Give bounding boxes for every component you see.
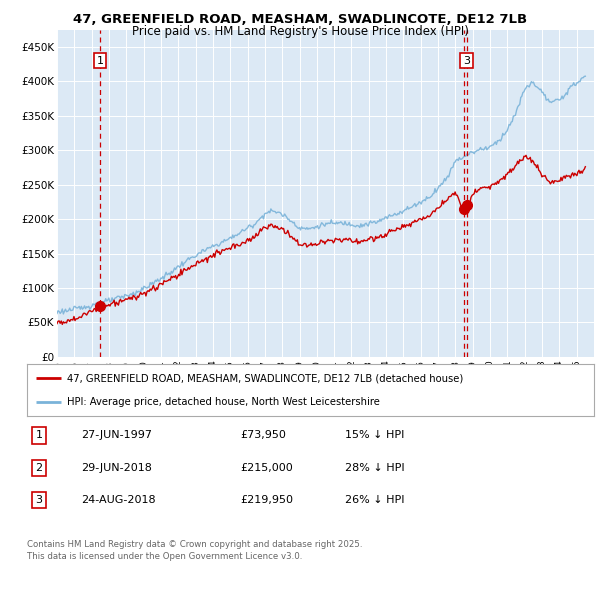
Text: £219,950: £219,950 [240,496,293,505]
Text: 47, GREENFIELD ROAD, MEASHAM, SWADLINCOTE, DE12 7LB: 47, GREENFIELD ROAD, MEASHAM, SWADLINCOT… [73,13,527,26]
Text: 1: 1 [35,431,43,440]
Text: 47, GREENFIELD ROAD, MEASHAM, SWADLINCOTE, DE12 7LB (detached house): 47, GREENFIELD ROAD, MEASHAM, SWADLINCOT… [67,373,463,383]
Text: HPI: Average price, detached house, North West Leicestershire: HPI: Average price, detached house, Nort… [67,397,380,407]
Text: Price paid vs. HM Land Registry's House Price Index (HPI): Price paid vs. HM Land Registry's House … [131,25,469,38]
Text: £215,000: £215,000 [240,463,293,473]
Text: 1: 1 [97,55,104,65]
Text: £73,950: £73,950 [240,431,286,440]
Text: 27-JUN-1997: 27-JUN-1997 [81,431,152,440]
Text: Contains HM Land Registry data © Crown copyright and database right 2025.
This d: Contains HM Land Registry data © Crown c… [27,540,362,561]
Text: 24-AUG-2018: 24-AUG-2018 [81,496,155,505]
Text: 15% ↓ HPI: 15% ↓ HPI [345,431,404,440]
Text: 26% ↓ HPI: 26% ↓ HPI [345,496,404,505]
Text: 28% ↓ HPI: 28% ↓ HPI [345,463,404,473]
Text: 29-JUN-2018: 29-JUN-2018 [81,463,152,473]
Text: 2: 2 [35,463,43,473]
Text: 3: 3 [35,496,43,505]
Text: 3: 3 [463,55,470,65]
